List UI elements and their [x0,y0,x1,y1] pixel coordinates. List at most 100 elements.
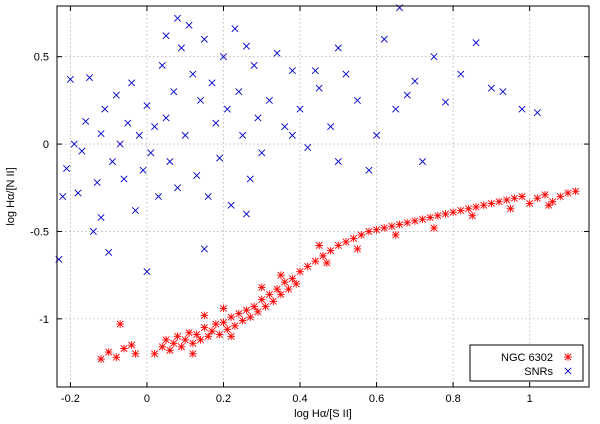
snr-point [162,32,170,40]
snr-point [181,131,189,139]
legend-label-snrs: SNRs [524,366,553,378]
legend-label-ngc-6302: NGC 6302 [501,352,553,364]
ngc-6302-point [571,187,580,196]
snr-point [162,114,170,122]
ngc-6302-point [181,336,190,344]
snr-point [533,109,541,117]
snr-point [250,61,258,69]
snr-point [93,179,101,187]
snr-point [193,172,201,180]
snr-point [288,67,296,75]
snr-point [63,165,71,173]
snr-point [304,144,312,152]
legend-marker-ngc-6302 [564,353,572,361]
snr-point [472,39,480,47]
ngc-6302-point [311,257,320,265]
snr-point [296,105,304,113]
ngc-6302-point [315,241,323,250]
snr-point [166,158,174,166]
x-tick-label: 0.4 [292,393,307,405]
ngc-6302-point [349,234,358,243]
ngc-6302-point [525,199,534,208]
ngc-6302-point [464,204,473,213]
ngc-6302-point [246,313,255,321]
snr-point [89,227,97,235]
ngc-6302-point [231,322,239,330]
y-tick-label: 0.5 [34,52,49,64]
ngc-6302-point [208,327,216,335]
snr-point [418,158,427,166]
x-tick-label: 0.2 [216,393,231,405]
snr-point [231,25,239,33]
snr-point [139,166,147,174]
ngc-6302-point [342,238,350,246]
snr-point [128,79,136,87]
snr-point [227,201,235,209]
snr-point [74,189,82,197]
ngc-6302-point [192,330,201,339]
snr-point [151,123,159,131]
ngc-6302-point [254,308,262,316]
snr-point [327,123,335,131]
snr-point [258,149,266,157]
snr-point [204,192,212,201]
legend-marker-asterisk [564,353,572,361]
ngc-6302-point [556,192,565,201]
ngc-6302-point [242,306,251,314]
snr-point [273,49,281,57]
ngc-6302-point [116,320,124,328]
snr-point [242,210,250,218]
ngc-6302-point [380,224,389,232]
ngc-6302-point [326,246,335,255]
ngc-6302-point [564,189,572,197]
ngc-6302-point [97,355,105,363]
ngc-6302-point [319,252,327,260]
ngc-6302-point [261,302,270,311]
snr-point [70,140,78,148]
ngc-6302-point [250,302,258,311]
snr-point [457,70,465,78]
ngc-6302-point [391,231,400,239]
snr-point [59,192,67,201]
ngc-6302-point [388,222,396,231]
legend: NGC 6302 SNRs [469,344,584,382]
snr-point [411,77,419,85]
snr-point [235,88,243,96]
snr-point [174,14,182,22]
ngc-6302-point [265,290,274,299]
ngc-6302-point [334,241,343,250]
ngc-6302-point [280,278,289,286]
ngc-6302-point [131,349,140,358]
snr-point [66,75,74,83]
snr-point [223,105,231,113]
ngc-6302-point [150,349,159,358]
x-tick-label: 0 [144,393,150,405]
ngc-6302-point [177,343,186,351]
ngc-6302-point [173,332,182,341]
ngc-6302-point [169,339,178,348]
snr-point [158,61,166,69]
ngc-6302-point [112,353,121,362]
ngc-6302-point [479,201,488,210]
snr-point [177,44,185,52]
ngc-6302-point [189,339,197,348]
ngc-6302-point [495,197,503,206]
snr-point [101,105,109,113]
plot-frame [56,5,590,388]
ngc-6302-point [127,341,136,349]
series-snrs [55,4,541,276]
legend-marker-x [564,367,572,375]
ngc-6302-point [541,190,549,199]
snr-point [185,21,193,29]
snr-point [200,35,208,43]
ngc-6302-point [411,217,419,225]
y-tick-label: -1 [39,314,49,326]
y-tick-label: 0 [43,139,49,151]
snr-point [120,175,128,183]
snr-point [189,70,197,78]
ngc-6302-point [219,304,228,313]
ngc-6302-point [269,297,278,306]
ngc-6302-point [227,313,235,321]
data-points [55,4,580,363]
ngc-6302-point [403,218,412,227]
